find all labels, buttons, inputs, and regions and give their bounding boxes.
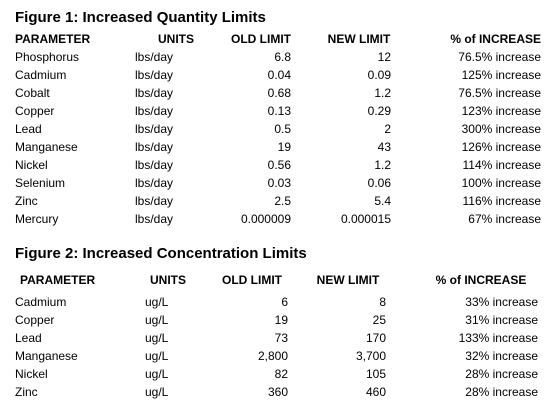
table-cell: 8	[379, 295, 386, 309]
table-cell: 460	[365, 385, 386, 399]
column-header: UNITS	[150, 273, 186, 287]
table-cell: 2,800	[257, 349, 288, 363]
table-cell: 0.04	[267, 68, 291, 82]
column-header: OLD LIMIT	[222, 273, 282, 287]
table-cell: lbs/day	[135, 212, 174, 226]
table-cell: lbs/day	[135, 68, 174, 82]
table-cell: lbs/day	[135, 194, 174, 208]
table-cell: 19	[274, 313, 288, 327]
table-cell: 0.06	[367, 176, 391, 190]
column-header: % of INCREASE	[435, 273, 527, 287]
figure-title: Figure 1: Increased Quantity Limits	[15, 9, 266, 26]
column-header: PARAMETER	[15, 32, 91, 46]
table-cell: 28% increase	[465, 367, 538, 381]
table-cell: ug/L	[145, 385, 169, 399]
table-cell: 19	[277, 140, 291, 154]
table-cell: 0.5	[274, 122, 291, 136]
table-cell: 32% increase	[465, 349, 538, 363]
column-header: OLD LIMIT	[231, 32, 291, 46]
table-cell: lbs/day	[135, 140, 174, 154]
table-cell: 0.13	[267, 104, 291, 118]
table-cell: Lead	[15, 122, 42, 136]
table-cell: 170	[365, 331, 386, 345]
table-cell: 5.4	[374, 194, 391, 208]
table-cell: ug/L	[145, 313, 169, 327]
table-cell: 82	[274, 367, 288, 381]
table-cell: Copper	[15, 313, 55, 327]
table-cell: 100% increase	[461, 176, 541, 190]
table-cell: lbs/day	[135, 176, 174, 190]
table-cell: 0.29	[367, 104, 391, 118]
table-cell: 6.8	[274, 50, 291, 64]
column-header: PARAMETER	[20, 273, 96, 287]
table-cell: 3,700	[355, 349, 386, 363]
table-cell: 2	[384, 122, 391, 136]
table-cell: Copper	[15, 104, 55, 118]
table-cell: 0.000009	[240, 212, 291, 226]
table-cell: lbs/day	[135, 50, 174, 64]
table-cell: 0.68	[267, 86, 291, 100]
column-header: NEW LIMIT	[327, 32, 391, 46]
table-cell: 28% increase	[465, 385, 538, 399]
table-cell: 123% increase	[461, 104, 541, 118]
table-cell: ug/L	[145, 349, 169, 363]
table-cell: Phosphorus	[15, 50, 80, 64]
table-cell: Zinc	[15, 385, 38, 399]
table-cell: Selenium	[15, 176, 66, 190]
table-cell: 116% increase	[462, 194, 542, 208]
table-cell: 300% increase	[461, 122, 541, 136]
table-cell: ug/L	[145, 295, 169, 309]
table-cell: Cadmium	[15, 68, 67, 82]
table-cell: ug/L	[145, 367, 169, 381]
column-header: NEW LIMIT	[316, 273, 380, 287]
table-cell: 76.5% increase	[458, 50, 541, 64]
table-cell: 2.5	[274, 194, 291, 208]
table-cell: 0.000015	[340, 212, 391, 226]
table-cell: 31% increase	[465, 313, 538, 327]
table-cell: ug/L	[145, 331, 169, 345]
table-cell: 73	[274, 331, 288, 345]
table-cell: Manganese	[15, 140, 78, 154]
table-cell: Cobalt	[15, 86, 50, 100]
table-cell: Cadmium	[15, 295, 67, 309]
table-cell: lbs/day	[135, 158, 174, 172]
table-cell: 133% increase	[458, 331, 538, 345]
table-cell: Lead	[15, 331, 42, 345]
table-cell: 1.2	[374, 158, 391, 172]
table-cell: 126% increase	[461, 140, 541, 154]
table-cell: 76.5% increase	[458, 86, 541, 100]
table-cell: Mercury	[15, 212, 59, 226]
table-cell: 0.09	[367, 68, 391, 82]
table-cell: 105	[365, 367, 386, 381]
table-cell: 33% increase	[465, 295, 538, 309]
column-header: % of INCREASE	[450, 32, 541, 46]
column-header: UNITS	[158, 32, 194, 46]
table-cell: 0.03	[267, 176, 291, 190]
table-cell: Zinc	[15, 194, 38, 208]
figure-title: Figure 2: Increased Concentration Limits	[15, 245, 307, 262]
table-cell: Nickel	[15, 158, 48, 172]
table-cell: lbs/day	[135, 104, 174, 118]
table-cell: 12	[377, 50, 391, 64]
table-cell: 125% increase	[461, 68, 541, 82]
table-cell: 360	[267, 385, 288, 399]
table-cell: lbs/day	[135, 122, 174, 136]
table-cell: 0.56	[267, 158, 291, 172]
table-cell: 1.2	[374, 86, 391, 100]
table-cell: 6	[281, 295, 288, 309]
table-cell: lbs/day	[135, 86, 174, 100]
table-cell: Manganese	[15, 349, 78, 363]
table-cell: 25	[372, 313, 386, 327]
table-cell: 67% increase	[468, 212, 541, 226]
table-cell: 114% increase	[462, 158, 542, 172]
table-cell: Nickel	[15, 367, 48, 381]
table-cell: 43	[377, 140, 391, 154]
